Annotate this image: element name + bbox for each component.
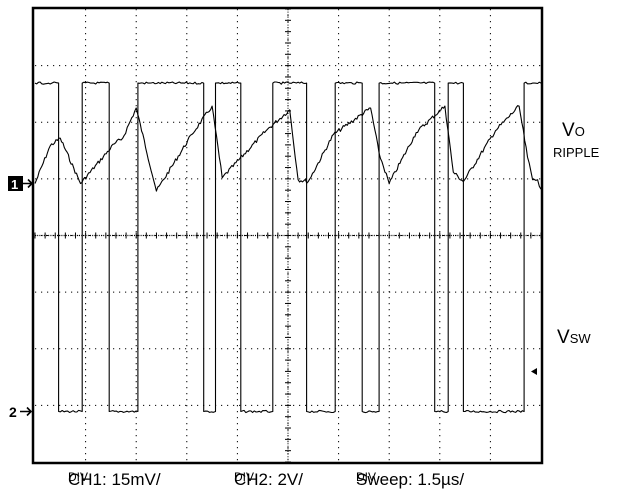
- graticule-grid: [34, 8, 542, 463]
- vo-ripple-trace: [34, 105, 542, 192]
- ch1-marker-label: 1: [11, 177, 18, 192]
- ch2-scale-unit: DIV: [234, 470, 255, 484]
- vsw-label: VSW: [557, 327, 591, 349]
- vo-label-main: V: [562, 120, 575, 141]
- vo-label-sub: O: [574, 124, 585, 139]
- ch1-marker-arrow-icon: [23, 178, 34, 189]
- ch1-scale-unit: DIV: [68, 470, 89, 484]
- vsw-label-main: V: [557, 327, 570, 348]
- ch2-marker-label: 2: [9, 404, 17, 420]
- ch1-scale-text: CH1: 15mV/: [68, 470, 161, 489]
- ch2-scale-text: CH2: 2V/: [234, 470, 303, 489]
- sweep-scale-text: Sweep: 1.5µs/: [356, 470, 465, 489]
- ch2-marker-arrow-icon: [20, 406, 33, 417]
- vsw-label-sub: SW: [569, 331, 591, 346]
- vo-label: VO: [562, 120, 585, 142]
- ch1-marker-box: [8, 176, 23, 191]
- vsw-trace: [34, 81, 542, 414]
- trigger-level-icon: [531, 368, 537, 375]
- traces: [34, 81, 542, 414]
- ripple-label: RIPPLE: [553, 145, 600, 160]
- plot-frame: [31, 6, 544, 465]
- sweep-scale-unit: DIV: [356, 470, 377, 484]
- scale-readout: CH1: 15mV/DIV CH2: 2V/DIV Sweep: 1.5µs/D…: [0, 470, 617, 494]
